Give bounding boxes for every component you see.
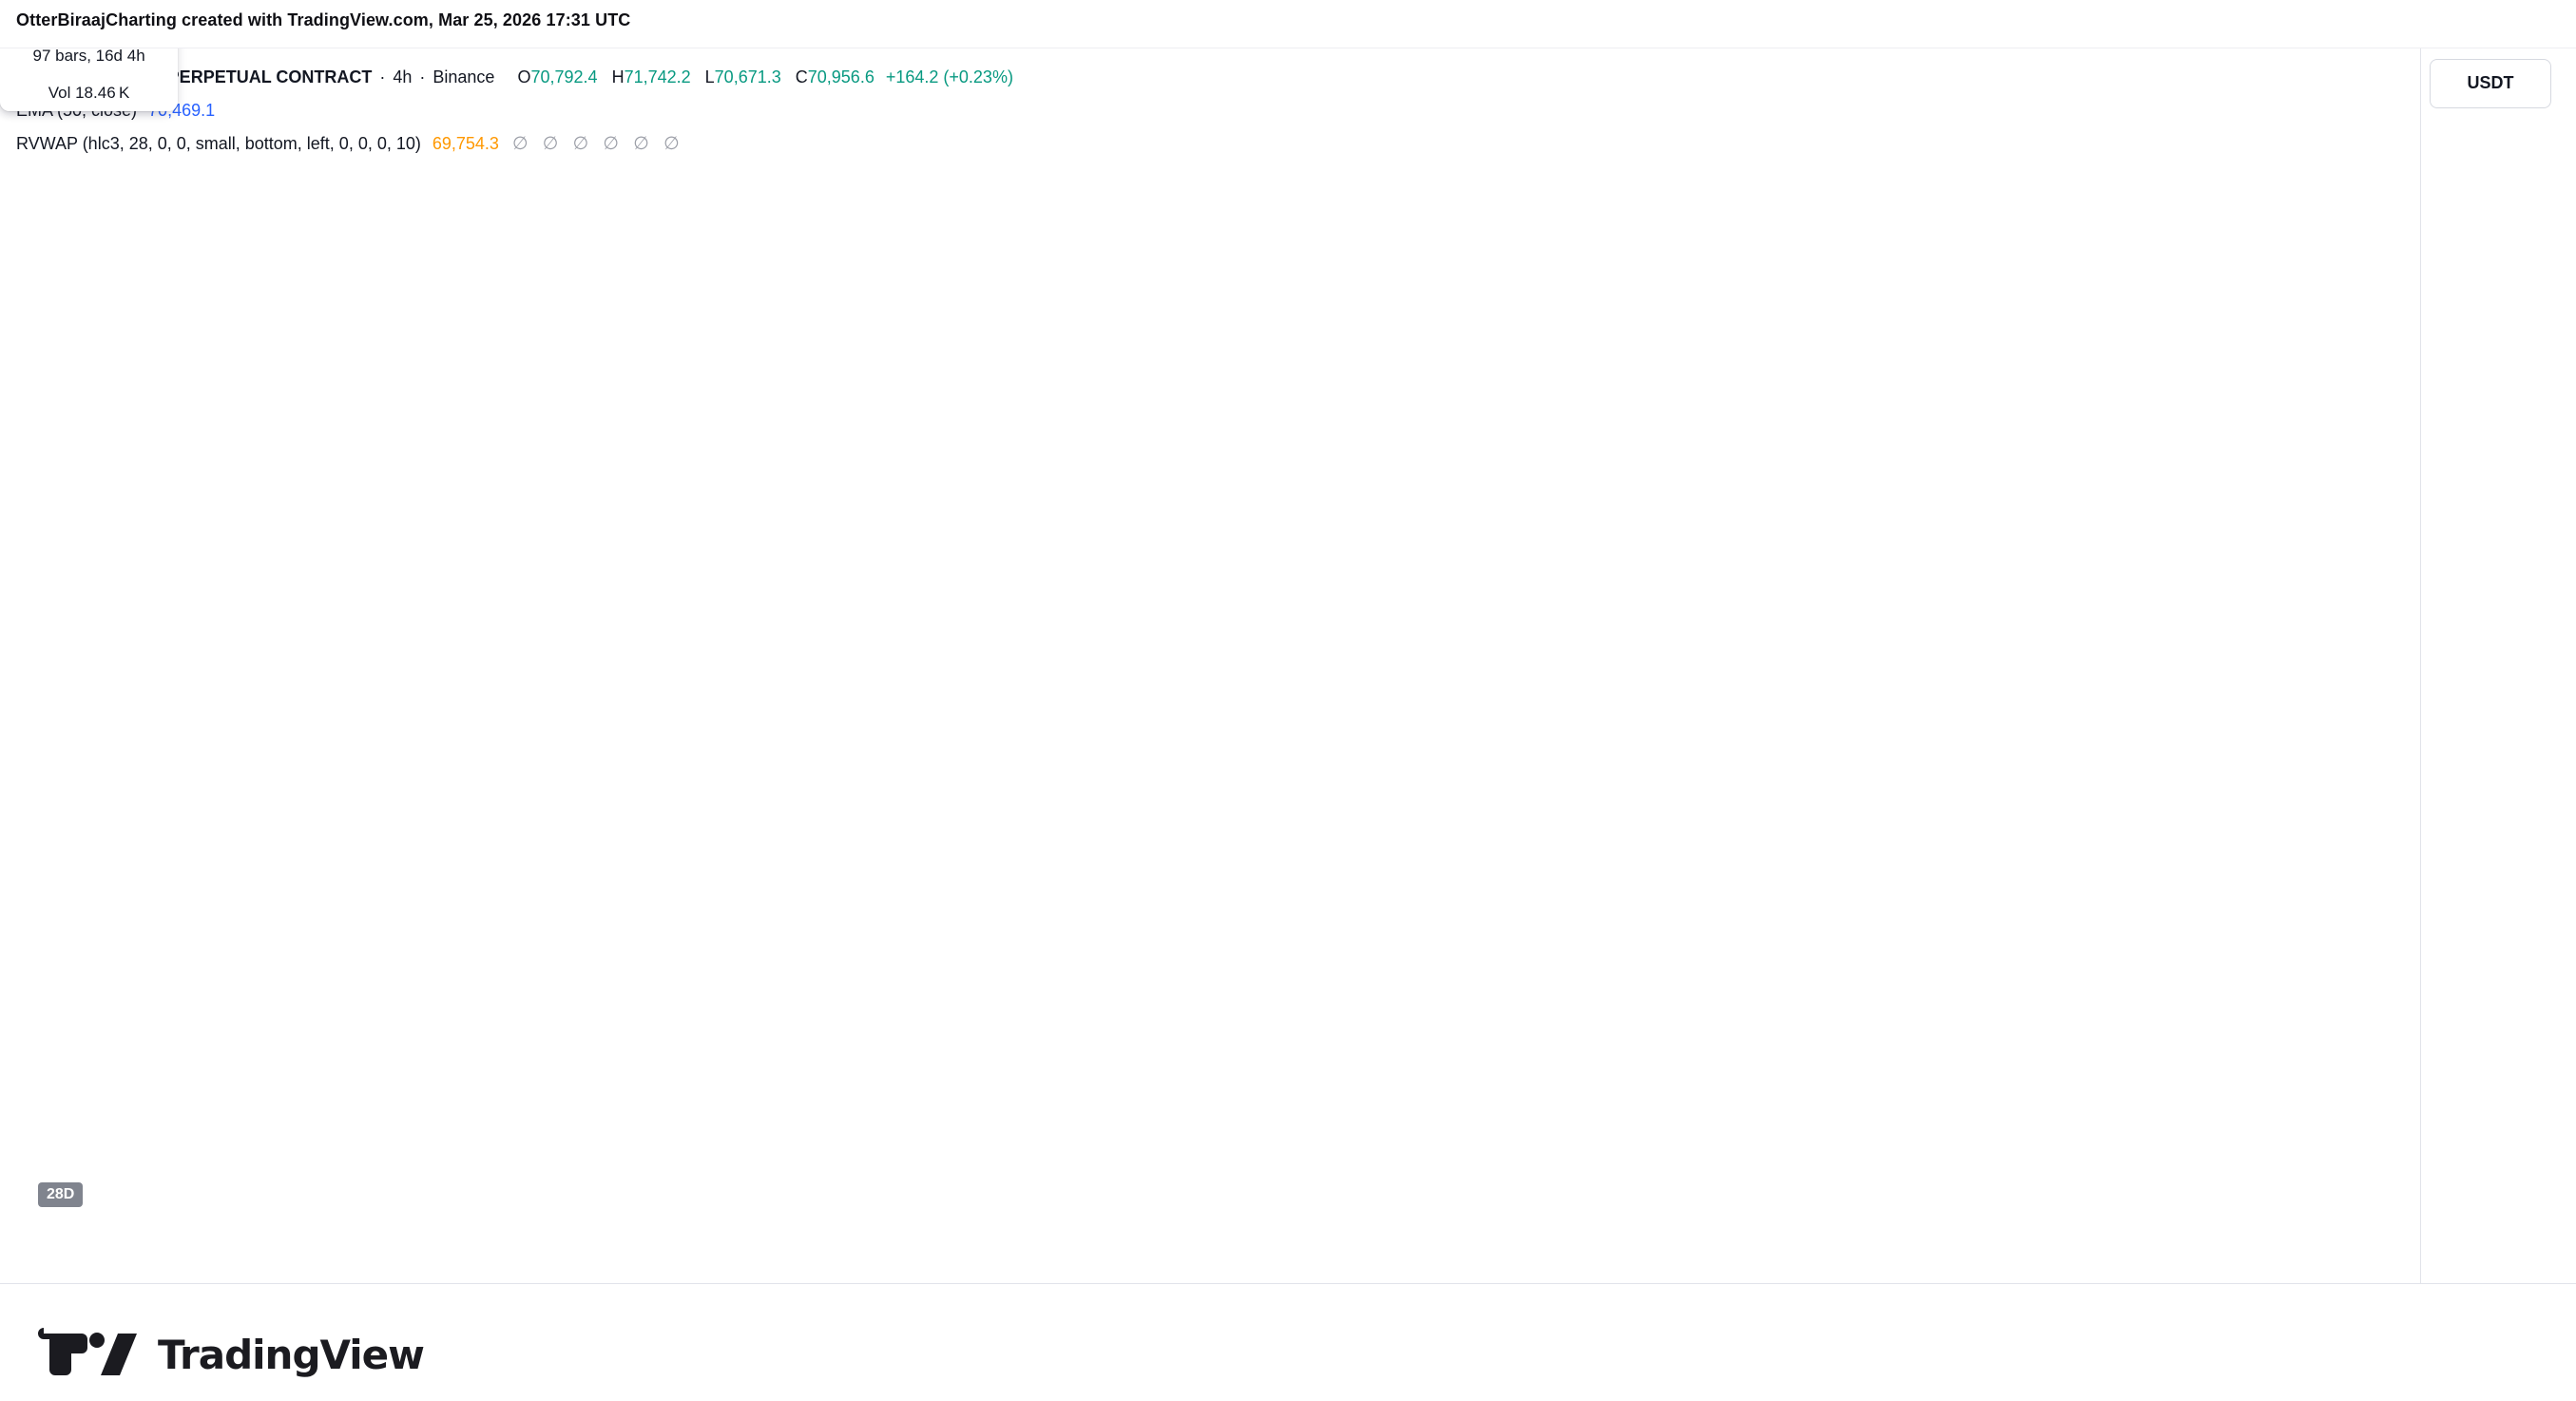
- range-volume: Vol 18.46 K: [48, 84, 130, 102]
- low-value: 70,671.3: [714, 67, 781, 86]
- tradingview-wordmark: TradingView: [158, 1331, 425, 1378]
- ohlc-values: O70,792.4 H71,742.2 L70,671.3 C70,956.6: [508, 67, 874, 87]
- open-key: O: [517, 67, 531, 86]
- attribution-text: OtterBiraajCharting created with Trading…: [16, 10, 631, 29]
- timeframe[interactable]: 4h: [393, 67, 413, 86]
- currency-unit-button[interactable]: USDT: [2430, 59, 2551, 108]
- high-value: 71,742.2: [624, 67, 691, 86]
- rvwap-window-badge: 28D: [38, 1182, 84, 1207]
- exchange: Binance: [433, 67, 495, 86]
- rvwap-empty-flags: ∅ ∅ ∅ ∅ ∅ ∅: [511, 133, 680, 154]
- chart-plot-area[interactable]: [0, 48, 2420, 1283]
- legend: Bitcoin / TetherUS PERPETUAL CONTRACT · …: [16, 65, 1013, 164]
- footer: TradingView: [0, 1310, 2576, 1401]
- close-value: 70,956.6: [807, 67, 875, 86]
- attribution-bar: OtterBiraajCharting created with Trading…: [0, 0, 2576, 48]
- separator: ·: [419, 67, 426, 86]
- price-axis[interactable]: [2420, 48, 2576, 1283]
- price-change: +164.2 (+0.23%): [885, 67, 1013, 86]
- tradingview-logo-icon: [38, 1328, 137, 1375]
- high-key: H: [611, 67, 625, 86]
- rvwap-indicator-row[interactable]: RVWAP (hlc3, 28, 0, 0, small, bottom, le…: [16, 131, 1013, 156]
- rvwap-value: 69,754.3: [432, 133, 499, 153]
- low-key: L: [704, 67, 715, 86]
- separator: ·: [379, 67, 386, 86]
- close-key: C: [795, 67, 808, 86]
- open-value: 70,792.4: [530, 67, 598, 86]
- tradingview-logo[interactable]: TradingView: [38, 1327, 425, 1382]
- time-axis[interactable]: [0, 1283, 2576, 1311]
- range-bars-duration: 97 bars, 16d 4h: [32, 47, 145, 65]
- rvwap-label: RVWAP (hlc3, 28, 0, 0, small, bottom, le…: [16, 133, 421, 153]
